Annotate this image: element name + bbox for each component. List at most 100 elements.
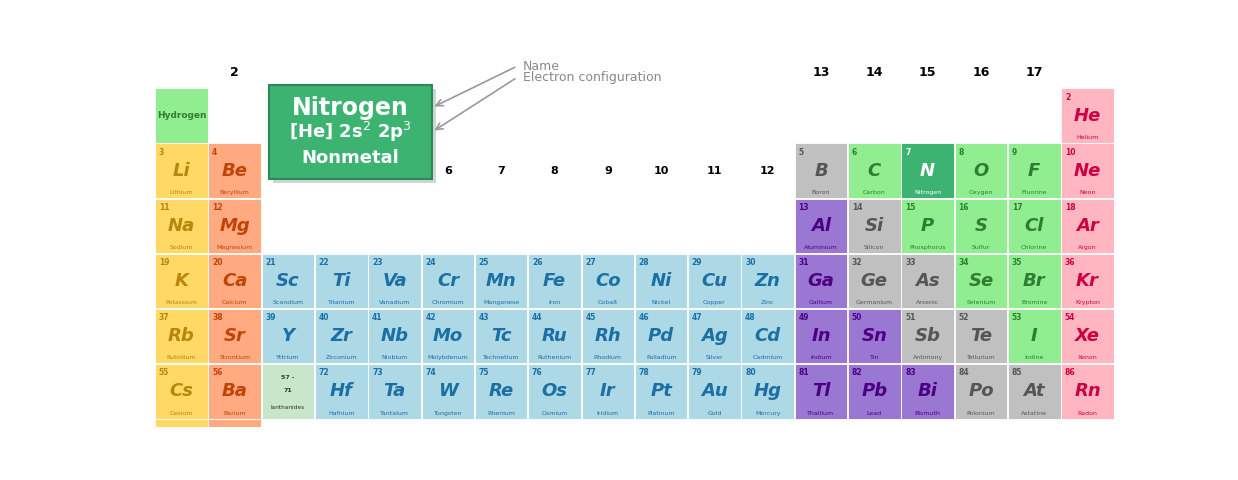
Text: 86: 86 (1065, 368, 1076, 377)
Text: 32: 32 (852, 258, 862, 267)
Text: Te: Te (969, 327, 992, 345)
Text: Sodium: Sodium (170, 245, 193, 250)
Text: Ru: Ru (542, 327, 567, 345)
Text: Germanium: Germanium (855, 300, 893, 305)
Text: Se: Se (968, 272, 994, 290)
Text: Xe: Xe (1075, 327, 1101, 345)
Text: S: S (974, 217, 988, 235)
Text: 47: 47 (692, 313, 702, 322)
Text: Manganese: Manganese (483, 300, 519, 305)
Text: 8: 8 (551, 166, 558, 176)
Text: Phosphorus: Phosphorus (910, 245, 946, 250)
Text: Ba: Ba (222, 383, 248, 400)
FancyBboxPatch shape (208, 144, 261, 198)
Text: O: O (973, 162, 989, 180)
Text: 81: 81 (799, 368, 810, 377)
Text: 2: 2 (230, 66, 239, 79)
FancyBboxPatch shape (901, 144, 954, 198)
FancyBboxPatch shape (742, 309, 794, 363)
Text: Name: Name (522, 60, 560, 72)
Text: 5: 5 (799, 148, 803, 156)
Text: Strontium: Strontium (219, 355, 250, 360)
FancyBboxPatch shape (954, 144, 1008, 198)
FancyBboxPatch shape (1061, 254, 1114, 308)
FancyBboxPatch shape (901, 309, 954, 363)
Text: Pb: Pb (862, 383, 888, 400)
Text: 30: 30 (745, 258, 755, 267)
Text: Re: Re (489, 383, 514, 400)
FancyBboxPatch shape (314, 254, 368, 308)
FancyBboxPatch shape (795, 144, 847, 198)
Text: Silver: Silver (706, 355, 723, 360)
Text: Tellurium: Tellurium (967, 355, 995, 360)
FancyBboxPatch shape (261, 254, 314, 308)
Text: Os: Os (541, 383, 567, 400)
Text: 35: 35 (1011, 258, 1023, 267)
Text: Gallium: Gallium (808, 300, 833, 305)
Text: Helium: Helium (1076, 135, 1098, 140)
Text: Sn: Sn (862, 327, 888, 345)
Text: 49: 49 (799, 313, 808, 322)
Text: Hydrogen: Hydrogen (157, 111, 207, 120)
Text: Technetium: Technetium (483, 355, 520, 360)
Text: 55: 55 (158, 368, 170, 377)
Text: Rn: Rn (1075, 383, 1101, 400)
FancyBboxPatch shape (742, 254, 794, 308)
Text: Ca: Ca (222, 272, 248, 290)
Text: Mn: Mn (485, 272, 516, 290)
Text: 41: 41 (373, 313, 383, 322)
Text: Fe: Fe (543, 272, 566, 290)
Text: 23: 23 (373, 258, 383, 267)
FancyBboxPatch shape (901, 199, 954, 253)
Text: Arsenic: Arsenic (916, 300, 940, 305)
Text: Astatine: Astatine (1021, 410, 1047, 416)
FancyBboxPatch shape (582, 364, 634, 419)
FancyBboxPatch shape (635, 364, 687, 419)
Text: 71: 71 (284, 388, 292, 393)
FancyBboxPatch shape (475, 254, 527, 308)
Text: 15: 15 (905, 203, 915, 212)
Text: Chlorine: Chlorine (1021, 245, 1047, 250)
Text: In: In (811, 327, 831, 345)
Text: 83: 83 (905, 368, 916, 377)
Text: Nickel: Nickel (651, 300, 671, 305)
Text: Cl: Cl (1025, 217, 1044, 235)
Text: Sulfur: Sulfur (972, 245, 990, 250)
Text: As: As (915, 272, 940, 290)
Text: Ti: Ti (332, 272, 350, 290)
FancyBboxPatch shape (475, 309, 527, 363)
Text: 6: 6 (852, 148, 857, 156)
Text: Tc: Tc (491, 327, 511, 345)
Text: 13: 13 (799, 203, 808, 212)
FancyBboxPatch shape (422, 309, 474, 363)
Text: Selenium: Selenium (967, 300, 995, 305)
FancyBboxPatch shape (369, 254, 421, 308)
Text: Ge: Ge (860, 272, 888, 290)
FancyBboxPatch shape (261, 364, 314, 419)
Text: 14: 14 (852, 203, 862, 212)
Text: 6: 6 (444, 166, 452, 176)
FancyBboxPatch shape (274, 89, 436, 183)
Text: 8: 8 (958, 148, 963, 156)
Text: Ni: Ni (650, 272, 672, 290)
FancyBboxPatch shape (208, 309, 261, 363)
FancyBboxPatch shape (529, 254, 581, 308)
Text: Po: Po (968, 383, 994, 400)
Text: Ruthenium: Ruthenium (537, 355, 572, 360)
FancyBboxPatch shape (795, 199, 847, 253)
FancyBboxPatch shape (529, 364, 581, 419)
Text: Chromium: Chromium (432, 300, 464, 305)
Text: 10: 10 (654, 166, 669, 176)
Text: Be: Be (222, 162, 248, 180)
Text: 3: 3 (158, 148, 165, 156)
Text: Lead: Lead (867, 410, 881, 416)
Text: 4: 4 (338, 166, 345, 176)
Text: Bi: Bi (917, 383, 937, 400)
Text: Calcium: Calcium (222, 300, 248, 305)
Text: 37: 37 (158, 313, 170, 322)
FancyBboxPatch shape (742, 364, 794, 419)
Text: 15: 15 (919, 66, 936, 79)
Text: Cesium: Cesium (170, 410, 193, 416)
Text: 56: 56 (212, 368, 223, 377)
Text: Neon: Neon (1080, 190, 1096, 195)
